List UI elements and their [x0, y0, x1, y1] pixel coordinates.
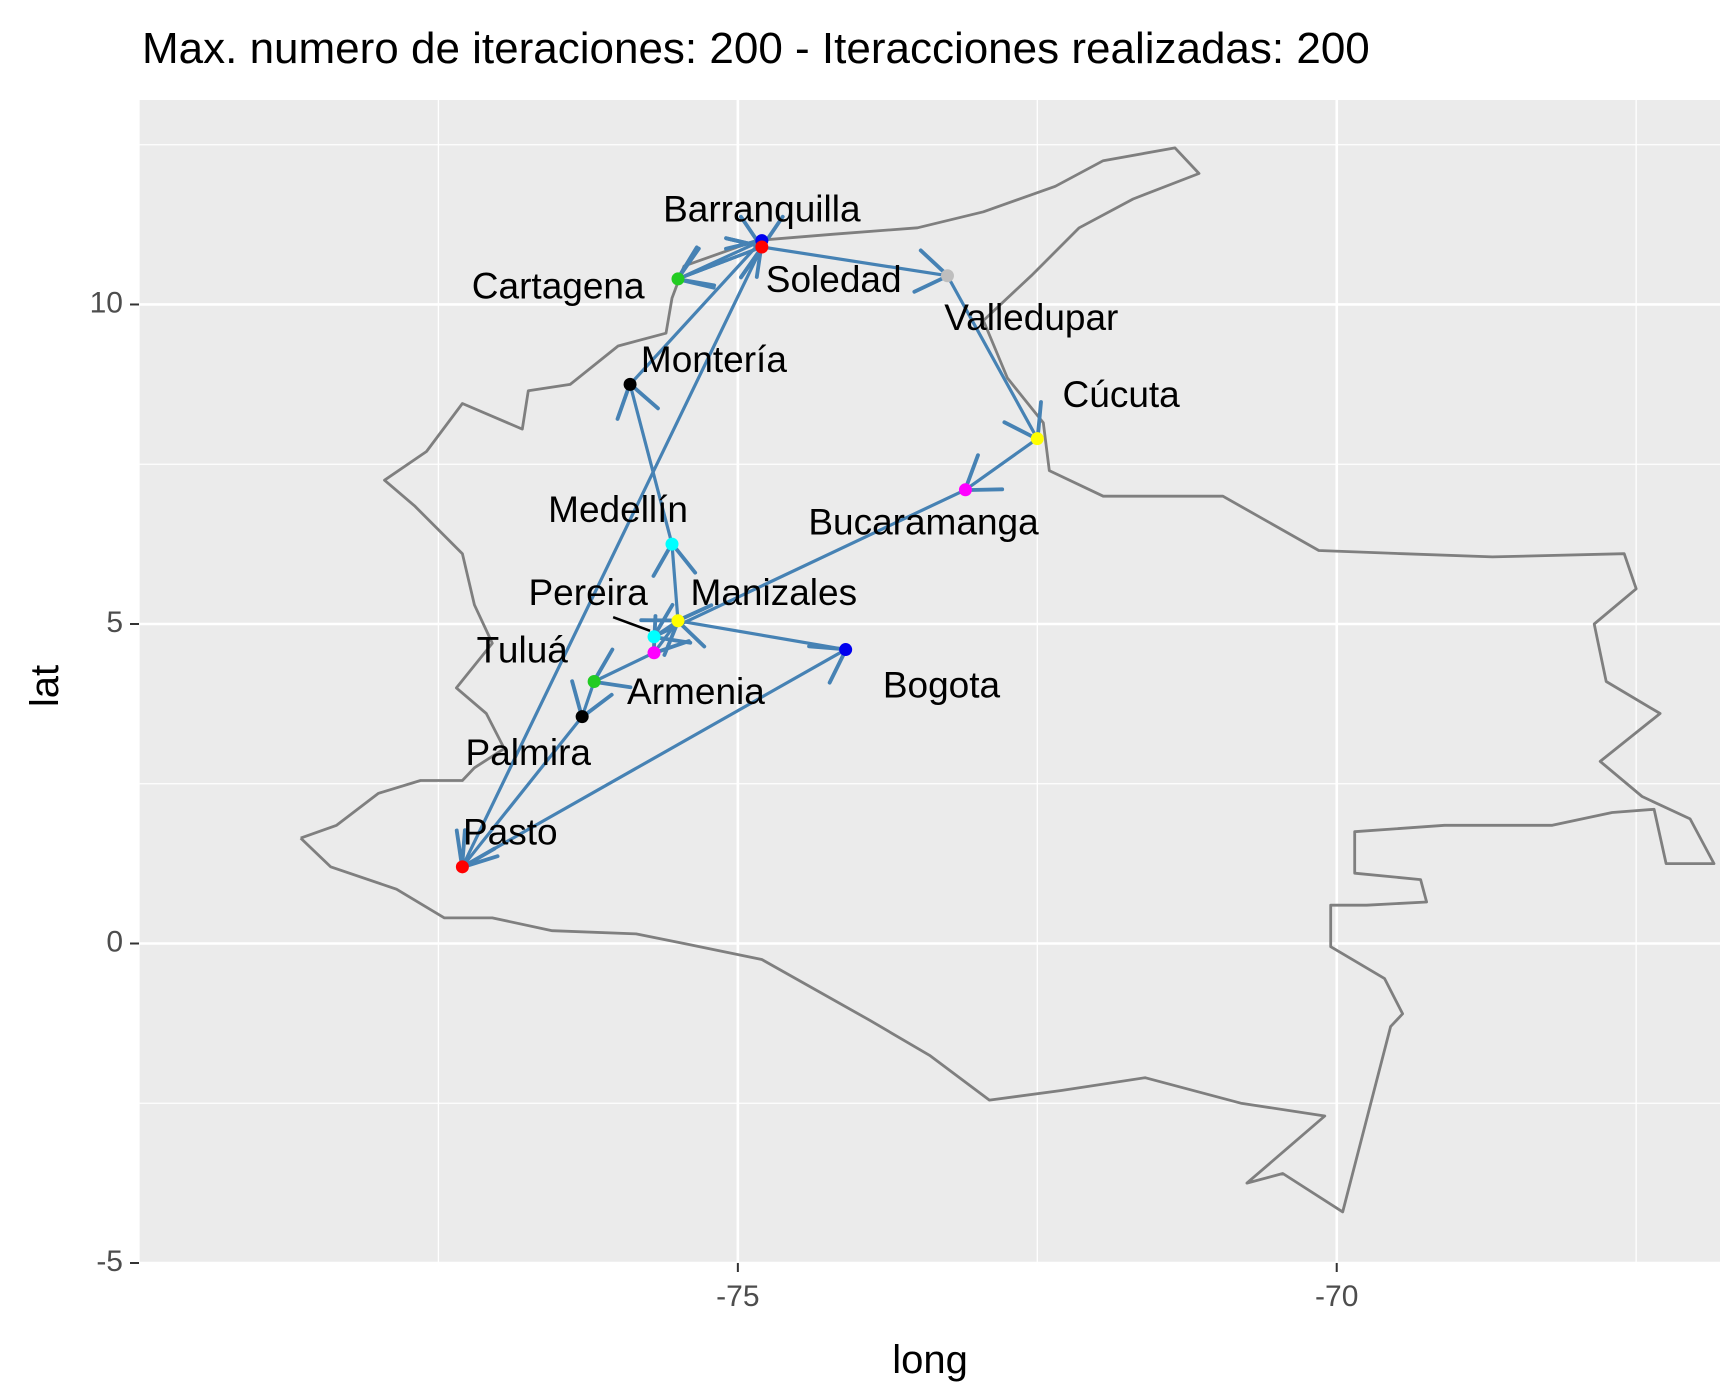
- point-medellin: [665, 537, 679, 551]
- label-armenia: Armenia: [627, 671, 765, 712]
- point-valledupar: [940, 269, 954, 283]
- route-segment-5: [963, 437, 1039, 493]
- y-tick-label: 10: [90, 286, 123, 319]
- axis-ticks: -75 -70 -5 0 5 10: [90, 286, 1359, 1313]
- y-tick-label: 0: [106, 925, 123, 958]
- route-segment-4: [946, 274, 1043, 442]
- label-valledupar: Valledupar: [944, 297, 1118, 338]
- label-bogota: Bogota: [883, 665, 1001, 706]
- route-segment-9: [615, 381, 674, 545]
- city-labels: Barranquilla Cartagena Soledad Valledupar Mo…: [463, 189, 1180, 853]
- route-segment-14: [454, 246, 764, 870]
- y-axis-title: lat: [23, 665, 67, 707]
- label-bucaramanga: Bucaramanga: [808, 502, 1039, 543]
- y-tick-label: 5: [106, 606, 123, 639]
- label-pasto: Pasto: [463, 812, 558, 853]
- label-medellin: Medellín: [548, 489, 688, 530]
- point-pasto: [455, 860, 469, 874]
- country-outline: [299, 146, 1716, 1214]
- route-segment-13: [677, 236, 765, 281]
- route-segment-16: [675, 603, 846, 652]
- label-soledad: Soledad: [766, 259, 902, 300]
- x-tick-label: -75: [716, 1280, 759, 1313]
- label-monteria: Montería: [641, 339, 787, 380]
- label-tulua: Tuluá: [477, 630, 569, 671]
- plot-panel: [139, 100, 1720, 1263]
- route: [454, 214, 1043, 870]
- y-tick-label: -5: [96, 1245, 123, 1278]
- point-cartagena: [671, 272, 685, 286]
- country-outline-path: [299, 146, 1716, 1214]
- point-bogota: [839, 643, 853, 657]
- chart-title: Max. numero de iteraciones: 200 - Iterac…: [142, 24, 1370, 73]
- point-armenia: [647, 646, 661, 660]
- city-points: [455, 234, 1044, 874]
- point-monteria: [623, 377, 637, 391]
- point-pereira: [647, 630, 661, 644]
- route-segment-15: [461, 644, 849, 869]
- point-bucaramanga: [958, 483, 972, 497]
- point-cucuta: [1030, 432, 1044, 446]
- point-manizales: [671, 614, 685, 628]
- label-barranquilla: Barranquilla: [663, 189, 861, 230]
- point-tulua: [587, 675, 601, 688]
- x-tick-label: -70: [1315, 1280, 1358, 1313]
- label-palmira: Palmira: [466, 732, 592, 773]
- route-segment-20: [460, 715, 584, 870]
- point-palmira: [575, 710, 589, 724]
- point-soledad: [755, 240, 769, 254]
- x-axis-title: long: [892, 1338, 968, 1382]
- route-segment-3: [761, 245, 950, 294]
- label-cucuta: Cúcuta: [1063, 374, 1181, 415]
- label-pereira: Pereira: [529, 572, 649, 613]
- route-segment-18: [591, 647, 655, 690]
- route-segment-17: [651, 614, 691, 656]
- label-leader-pereira: [612, 616, 651, 632]
- label-cartagena: Cartagena: [472, 265, 645, 306]
- label-manizales: Manizales: [691, 572, 858, 613]
